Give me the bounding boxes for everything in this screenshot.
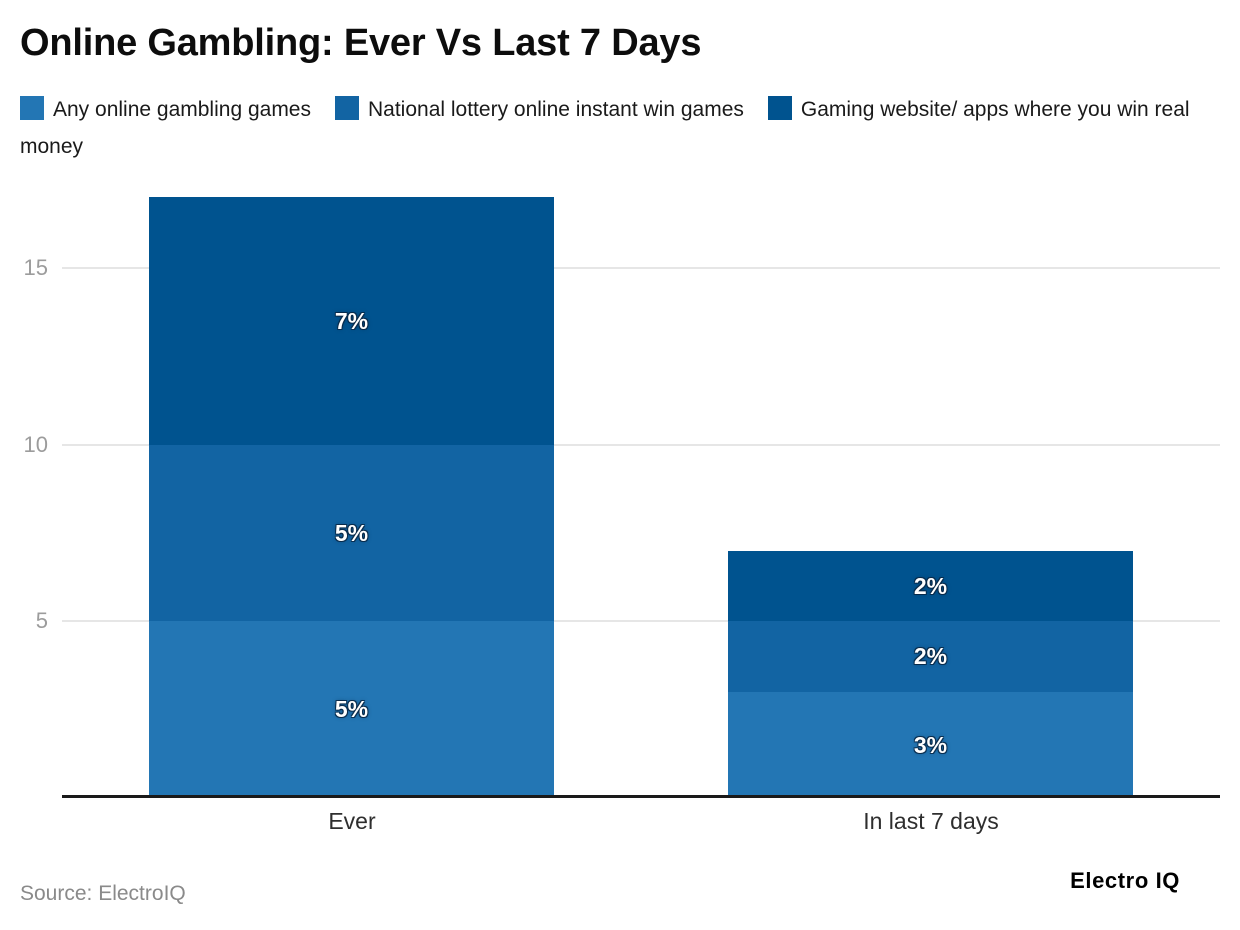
bar-segment: 3% [728, 692, 1133, 798]
bar-segment: 5% [149, 621, 554, 798]
legend-swatch [335, 96, 359, 120]
source-note: Source: ElectroIQ [20, 882, 186, 905]
y-axis-tick-label: 5 [35, 608, 48, 633]
gridline [62, 267, 1220, 269]
segment-value-label: 2% [913, 643, 948, 669]
y-axis-tick-label: 10 [23, 432, 48, 457]
segment-value-label: 5% [334, 519, 369, 546]
brand-logo: Electro IQ [1070, 868, 1180, 893]
bar-segment: 2% [728, 551, 1133, 621]
chart-legend: Any online gambling games National lotter… [20, 91, 1222, 165]
bar-segment: 7% [149, 197, 554, 445]
legend-item-label: Any online gambling games [53, 98, 311, 121]
x-axis-line [62, 795, 1220, 798]
legend-swatch [767, 96, 792, 120]
gridline [62, 620, 1220, 622]
chart-title: Online Gambling: Ever Vs Last 7 Days [20, 22, 702, 64]
bar-segment: 5% [149, 445, 554, 621]
x-axis-category-label: In last 7 days [863, 808, 999, 834]
legend-item-label: National lottery online instant win game… [368, 98, 744, 121]
legend-item-label: Gaming website/ apps where you win real … [20, 98, 1190, 158]
bar-segment: 2% [728, 621, 1133, 692]
gridline [62, 444, 1220, 446]
segment-value-label: 5% [334, 696, 369, 722]
segment-value-label: 2% [913, 572, 948, 599]
x-axis-category-label: Ever [328, 808, 376, 834]
legend-swatch [20, 96, 44, 120]
segment-value-label: 3% [913, 731, 948, 758]
y-axis-tick-label: 15 [23, 255, 48, 280]
segment-value-label: 7% [334, 307, 369, 334]
